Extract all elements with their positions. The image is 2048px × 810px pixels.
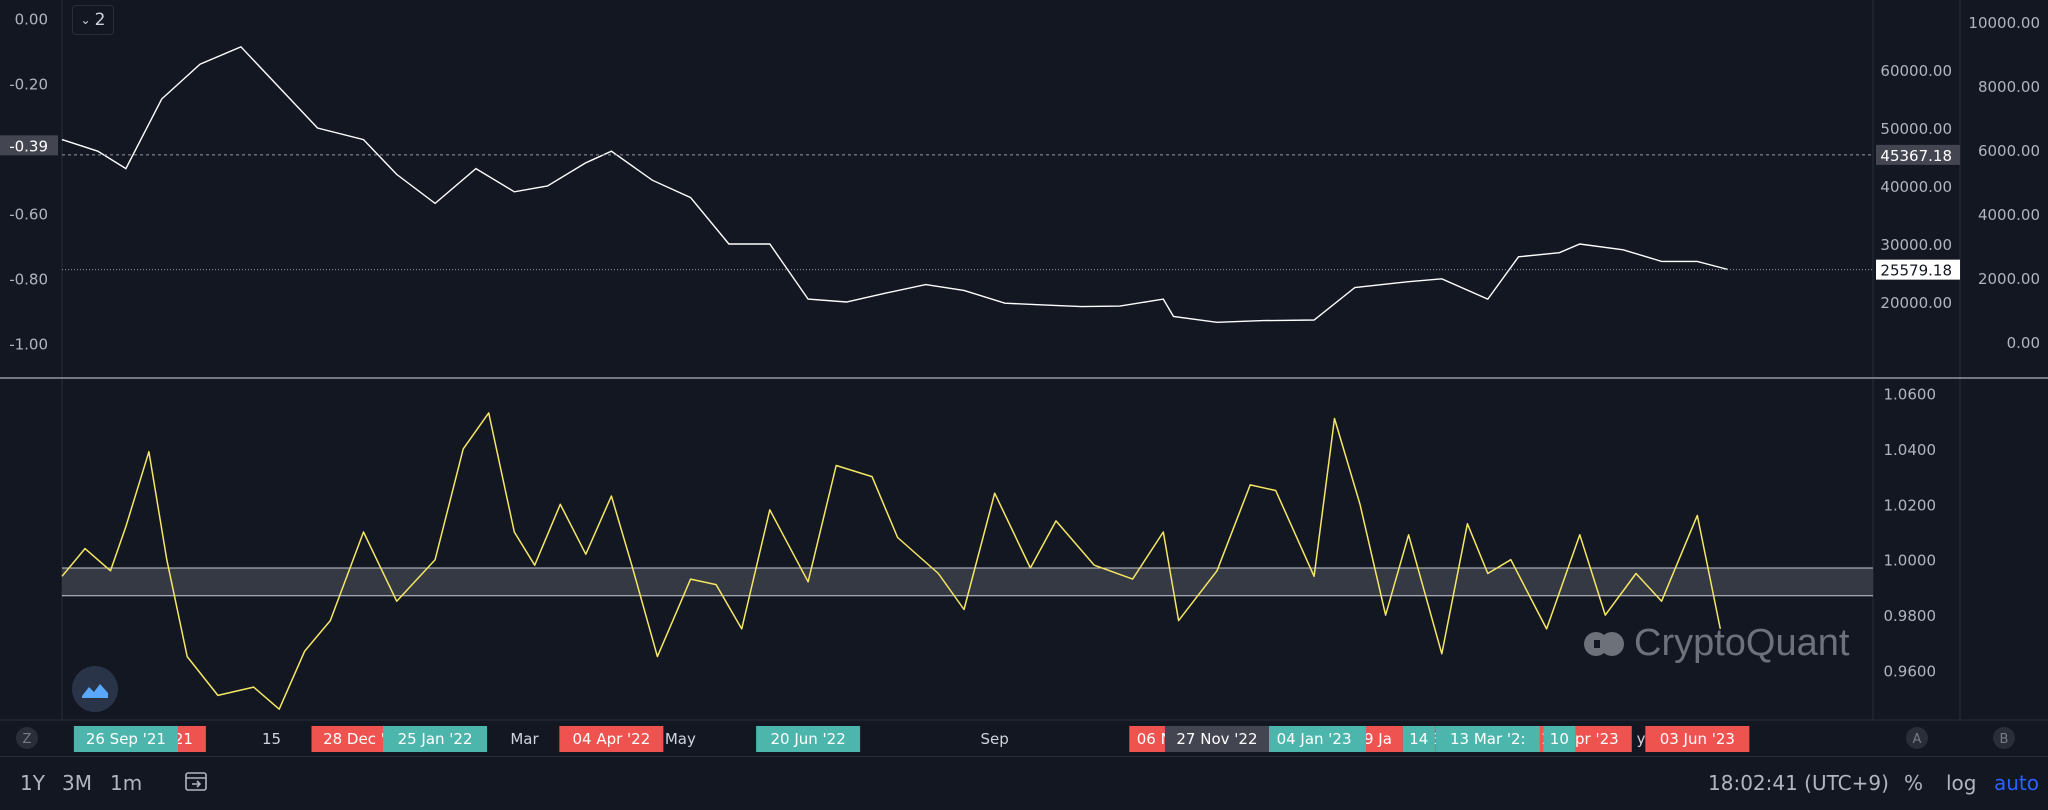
x-label-red-7: 03 Jun '23 xyxy=(1660,730,1735,748)
axis-toggle-right-a: A xyxy=(1913,732,1922,747)
chevron-down-icon: ⌄ xyxy=(80,13,91,27)
band-fill xyxy=(62,568,1873,596)
x-label-green-0: 26 Sep '21 xyxy=(86,730,166,748)
ratio-tick-2: 1.0200 xyxy=(1884,496,1937,514)
right-crosshair-label-bg xyxy=(1876,144,1960,165)
ratio-series xyxy=(61,412,1722,710)
left-crosshair-label-bg xyxy=(0,135,58,156)
cryptoquant-logo-icon xyxy=(1584,631,1624,656)
axis-toggle-right-a-bg xyxy=(1906,727,1928,749)
ratio-tick-4: 0.9800 xyxy=(1884,607,1937,625)
range-1m-button[interactable]: 1m xyxy=(110,771,143,795)
left-tick-3: -0.60 xyxy=(9,206,48,224)
chart-canvas[interactable]: 0.00 -0.20 -0.39 -0.60 -0.80 -1.00 60000.00 500… xyxy=(0,0,2048,756)
right-crosshair-label: 45367.18 xyxy=(1880,147,1952,165)
ratio-tick-5: 0.9600 xyxy=(1884,662,1937,680)
price-tick-6: 20000.00 xyxy=(1880,294,1952,312)
x-label-red-2-bg xyxy=(559,726,664,752)
x-label-green-2: 20 Jun '22 xyxy=(770,730,845,748)
price-tick-0: 60000.00 xyxy=(1880,62,1952,80)
calendar-goto-icon[interactable] xyxy=(184,769,208,798)
x-label-0: 15 xyxy=(262,730,281,748)
x-label-green-5: 13 Mar '2: xyxy=(1450,730,1526,748)
axes: 0.00 -0.20 -0.39 -0.60 -0.80 -1.00 60000.00 500… xyxy=(0,11,2040,680)
x-label-green-1: 25 Jan '22 xyxy=(398,730,473,748)
x-crosshair-label: 27 Nov '22 xyxy=(1176,730,1257,748)
chart-frame xyxy=(0,0,2048,721)
x-label-red-7-bg xyxy=(1645,726,1750,752)
price-tick-3: 40000.00 xyxy=(1880,178,1952,196)
current-price-label: 25579.18 xyxy=(1880,262,1952,280)
ratio-tick-1: 1.0400 xyxy=(1884,441,1937,459)
price-tick-1: 50000.00 xyxy=(1880,120,1952,138)
price-line xyxy=(61,45,1729,324)
x-label-green-5-bg xyxy=(1435,726,1540,752)
watermark-text: CryptoQuant xyxy=(1634,622,1850,664)
x-label-red-2: 04 Apr '22 xyxy=(572,730,650,748)
range-3m-button[interactable]: 3M xyxy=(62,771,92,795)
ratio-tick-0: 1.0600 xyxy=(1884,386,1937,404)
auto-scale-toggle[interactable]: auto xyxy=(1994,771,2040,795)
x-label-3: Sep xyxy=(981,730,1009,748)
x-label-green-1-bg xyxy=(383,726,488,752)
left-tick-5: -1.00 xyxy=(9,336,48,354)
cloud-chart-icon xyxy=(82,684,108,698)
secondary-tick-0: 10000.00 xyxy=(1968,14,2040,32)
bottom-toolbar: 1Y 3M 1m 18:02:41 (UTC+9) % log auto xyxy=(0,756,2048,810)
left-tick-4: -0.80 xyxy=(9,271,48,289)
x-label-green-2-bg xyxy=(756,726,861,752)
secondary-tick-4: 2000.00 xyxy=(1978,270,2040,288)
axis-toggle-right-b-bg xyxy=(1993,727,2015,749)
x-label-green-0-bg xyxy=(73,726,178,752)
secondary-tick-5: 0.00 xyxy=(2007,334,2040,352)
secondary-tick-1: 8000.00 xyxy=(1978,78,2040,96)
x-label-green-4: 14 xyxy=(1409,730,1428,748)
x-crosshair-label-bg xyxy=(1164,726,1269,752)
log-scale-toggle[interactable]: log xyxy=(1946,771,1977,795)
x-label-1: Mar xyxy=(510,730,539,748)
cryptoquant-badge-icon[interactable] xyxy=(72,666,118,712)
axis-toggle-left-bg xyxy=(16,727,38,749)
pane-count: 2 xyxy=(94,10,106,30)
clock-timezone[interactable]: 18:02:41 (UTC+9) xyxy=(1708,771,1889,795)
x-label-green-4-bg xyxy=(1402,726,1435,752)
x-label-2: May xyxy=(665,730,696,748)
range-1y-button[interactable]: 1Y xyxy=(20,771,45,795)
price-series xyxy=(61,45,1873,324)
x-label-green-3: 04 Jan '23 xyxy=(1277,730,1352,748)
x-label-trailing: y xyxy=(1637,730,1646,748)
left-tick-0: 0.00 xyxy=(15,11,48,29)
current-price-label-bg xyxy=(1876,259,1960,280)
price-tick-4: 30000.00 xyxy=(1880,236,1952,254)
percent-scale-toggle[interactable]: % xyxy=(1904,771,1924,795)
left-crosshair-label: -0.39 xyxy=(9,137,48,155)
secondary-tick-2: 6000.00 xyxy=(1978,142,2040,160)
axis-toggle-left: Z xyxy=(23,732,32,747)
x-label-red-4: 9 Ja xyxy=(1364,730,1392,748)
left-tick-1: -0.20 xyxy=(9,76,48,94)
ratio-tick-3: 1.0000 xyxy=(1884,552,1937,570)
x-label-green-6: 10 xyxy=(1550,730,1569,748)
ratio-line xyxy=(61,412,1722,710)
pane-collapse-button[interactable]: ⌄ 2 xyxy=(72,5,114,35)
x-label-green-3-bg xyxy=(1262,726,1367,752)
axis-toggle-right-b: B xyxy=(2000,732,2009,747)
watermark: CryptoQuant xyxy=(1582,622,1849,665)
secondary-tick-3: 4000.00 xyxy=(1978,206,2040,224)
x-label-green-6-bg xyxy=(1543,726,1576,752)
neutral-band xyxy=(62,567,1873,597)
